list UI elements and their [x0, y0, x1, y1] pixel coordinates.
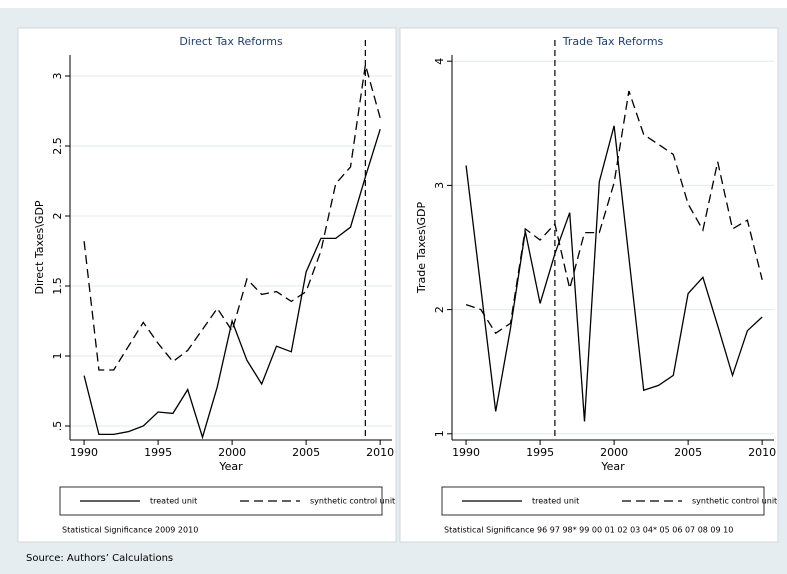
x-tick-label: 1995	[144, 446, 172, 459]
panel	[399, 27, 779, 543]
panel-title: Trade Tax Reforms	[562, 35, 664, 48]
series-line	[83, 129, 381, 440]
x-axis-label: Year	[600, 460, 625, 473]
panel-title: Direct Tax Reforms	[179, 35, 283, 48]
y-tick-label: 1.5	[51, 277, 64, 295]
x-axis-label: Year	[218, 460, 243, 473]
y-tick-label: 1	[51, 353, 64, 360]
x-tick-label: 2005	[292, 446, 320, 459]
x-tick-label: 2010	[366, 446, 394, 459]
x-tick-label: 2010	[748, 446, 776, 459]
y-tick-label: 2	[51, 213, 64, 220]
note: Statistical Significance 2009 2010	[62, 526, 198, 535]
legend-label: treated unit	[150, 497, 197, 506]
y-tick-label: 4	[433, 58, 446, 65]
y-axis-label: Direct Taxes\GDP	[33, 200, 46, 294]
y-axis-label: Trade Taxes\GDP	[415, 202, 428, 295]
y-tick-label: 3	[51, 73, 64, 80]
legend-label: treated unit	[532, 497, 579, 506]
x-tick-label: 2000	[600, 446, 628, 459]
y-tick-label: 2	[433, 306, 446, 313]
x-tick-label: 1990	[70, 446, 98, 459]
source: Source: Authors’ Calculations	[26, 553, 173, 564]
panel	[17, 27, 397, 543]
y-tick-label: 3	[433, 182, 446, 189]
legend-label: synthetic control unit	[692, 497, 777, 506]
x-tick-label: 1990	[452, 446, 480, 459]
series-line	[83, 64, 381, 371]
x-tick-label: 2005	[674, 446, 702, 459]
y-tick-label: .5	[51, 421, 64, 432]
x-tick-label: 1995	[526, 446, 554, 459]
x-tick-label: 2000	[218, 446, 246, 459]
series-line	[465, 90, 763, 335]
y-tick-label: 1	[433, 430, 446, 437]
note: Statistical Significance 96 97 98* 99 00…	[444, 526, 733, 535]
legend-label: synthetic control unit	[310, 497, 395, 506]
y-tick-label: 2.5	[51, 137, 64, 155]
